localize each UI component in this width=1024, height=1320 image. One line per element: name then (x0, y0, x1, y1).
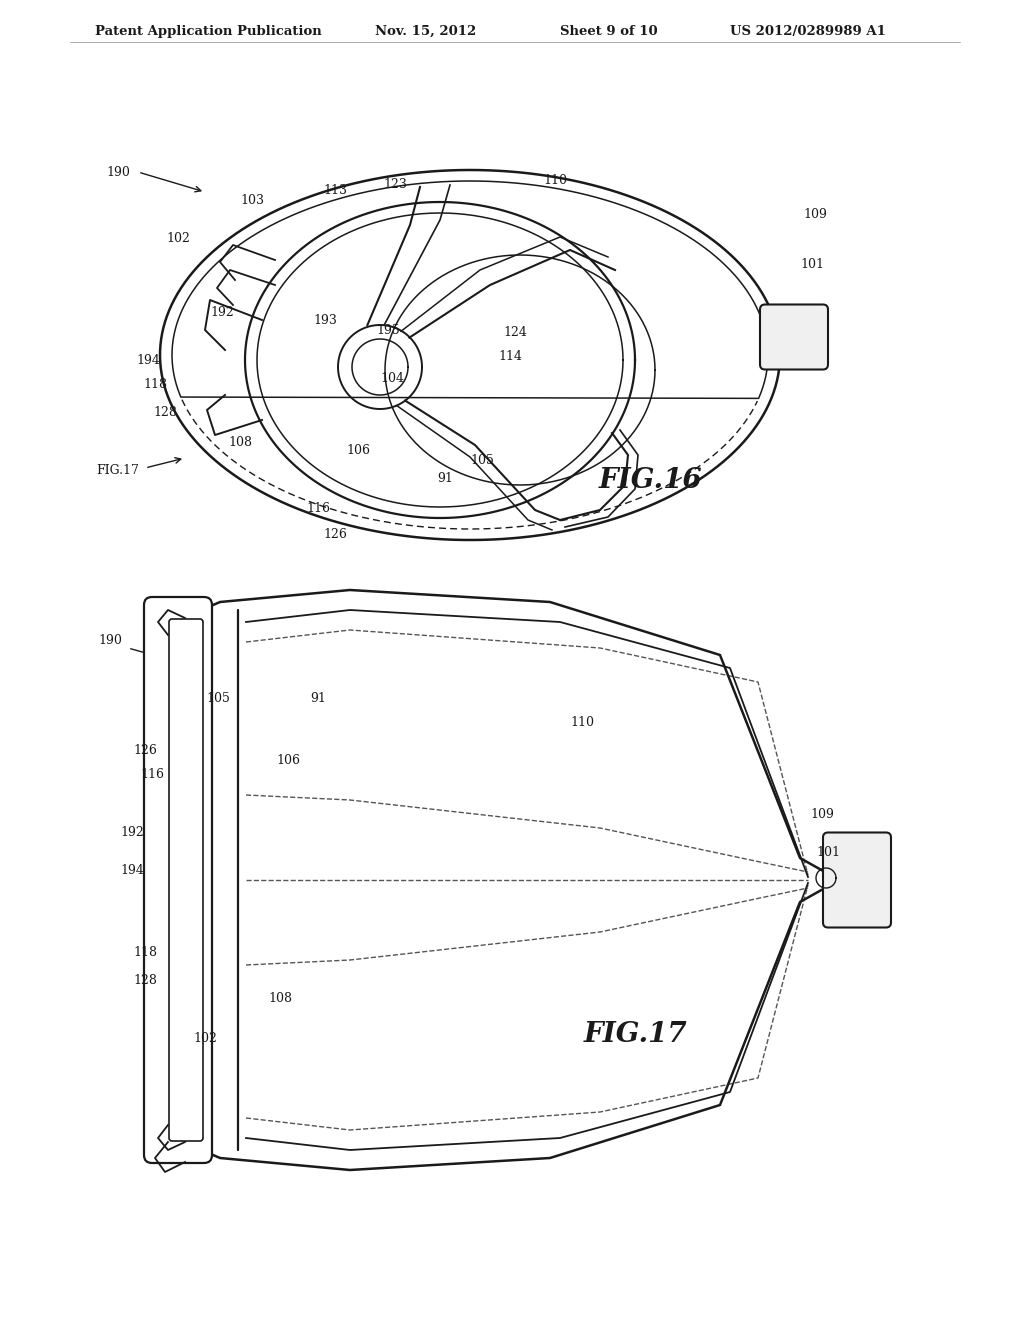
Text: 106: 106 (276, 754, 300, 767)
Text: 102: 102 (194, 1031, 217, 1044)
FancyBboxPatch shape (144, 597, 212, 1163)
FancyBboxPatch shape (823, 833, 891, 928)
Text: 118: 118 (143, 378, 167, 391)
Text: 102: 102 (166, 231, 189, 244)
Text: 193: 193 (313, 314, 337, 326)
Text: 190: 190 (106, 165, 130, 178)
Text: 101: 101 (800, 259, 824, 272)
Text: 113: 113 (323, 183, 347, 197)
Text: 194: 194 (120, 863, 144, 876)
Text: 91: 91 (437, 471, 453, 484)
Text: 194: 194 (136, 354, 160, 367)
Text: 104: 104 (380, 371, 404, 384)
Text: 108: 108 (268, 991, 292, 1005)
Text: 128: 128 (153, 405, 177, 418)
Text: 126: 126 (323, 528, 347, 541)
Text: 108: 108 (228, 436, 252, 449)
Text: 103: 103 (240, 194, 264, 206)
Text: 126: 126 (133, 743, 157, 756)
FancyBboxPatch shape (169, 619, 203, 1140)
Text: FIG.17: FIG.17 (584, 1022, 687, 1048)
Text: 195: 195 (376, 323, 400, 337)
Text: 105: 105 (206, 692, 230, 705)
Text: 192: 192 (120, 825, 144, 838)
Text: 109: 109 (803, 209, 827, 222)
Text: 101: 101 (816, 846, 840, 858)
Text: 91: 91 (310, 692, 326, 705)
Text: 190: 190 (98, 634, 122, 647)
Text: US 2012/0289989 A1: US 2012/0289989 A1 (730, 25, 886, 38)
Text: 110: 110 (543, 173, 567, 186)
Text: Sheet 9 of 10: Sheet 9 of 10 (560, 25, 657, 38)
Text: 128: 128 (133, 974, 157, 986)
Text: Patent Application Publication: Patent Application Publication (95, 25, 322, 38)
Text: Nov. 15, 2012: Nov. 15, 2012 (375, 25, 476, 38)
Text: FIG.17: FIG.17 (96, 463, 139, 477)
Text: 109: 109 (810, 808, 834, 821)
Text: 116: 116 (306, 502, 330, 515)
Text: 192: 192 (210, 305, 233, 318)
Text: 116: 116 (140, 767, 164, 780)
Text: 124: 124 (503, 326, 527, 338)
Text: FIG.16: FIG.16 (598, 466, 701, 494)
Text: 106: 106 (346, 444, 370, 457)
Text: 114: 114 (498, 351, 522, 363)
Text: 118: 118 (133, 945, 157, 958)
Text: 110: 110 (570, 715, 594, 729)
FancyBboxPatch shape (760, 305, 828, 370)
Text: 123: 123 (383, 178, 407, 191)
Text: 105: 105 (470, 454, 494, 466)
